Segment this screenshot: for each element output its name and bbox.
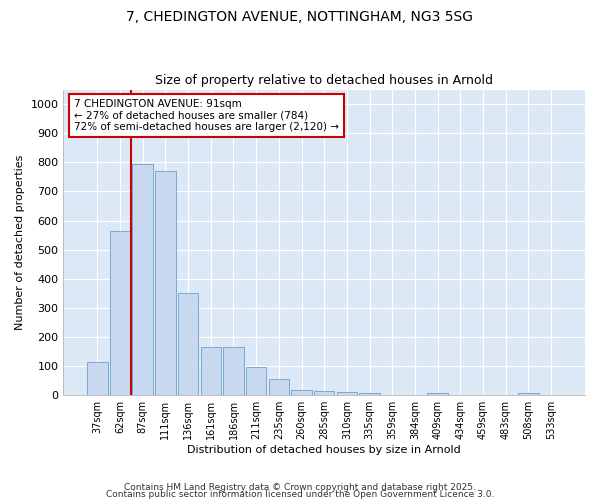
Bar [427, 393, 448, 395]
Bar [155, 171, 176, 395]
Bar [110, 230, 130, 395]
Bar [223, 346, 244, 395]
Bar [87, 362, 107, 395]
Bar [359, 393, 380, 395]
Title: Size of property relative to detached houses in Arnold: Size of property relative to detached ho… [155, 74, 493, 87]
Bar [133, 164, 153, 395]
Bar [246, 366, 266, 395]
Bar [518, 393, 539, 395]
Text: 7, CHEDINGTON AVENUE, NOTTINGHAM, NG3 5SG: 7, CHEDINGTON AVENUE, NOTTINGHAM, NG3 5S… [127, 10, 473, 24]
Bar [314, 392, 334, 395]
Bar [292, 390, 312, 395]
Y-axis label: Number of detached properties: Number of detached properties [15, 154, 25, 330]
Bar [200, 346, 221, 395]
X-axis label: Distribution of detached houses by size in Arnold: Distribution of detached houses by size … [187, 445, 461, 455]
Bar [337, 392, 357, 395]
Bar [178, 294, 198, 395]
Bar [269, 379, 289, 395]
Text: Contains public sector information licensed under the Open Government Licence 3.: Contains public sector information licen… [106, 490, 494, 499]
Text: Contains HM Land Registry data © Crown copyright and database right 2025.: Contains HM Land Registry data © Crown c… [124, 484, 476, 492]
Text: 7 CHEDINGTON AVENUE: 91sqm
← 27% of detached houses are smaller (784)
72% of sem: 7 CHEDINGTON AVENUE: 91sqm ← 27% of deta… [74, 98, 339, 132]
